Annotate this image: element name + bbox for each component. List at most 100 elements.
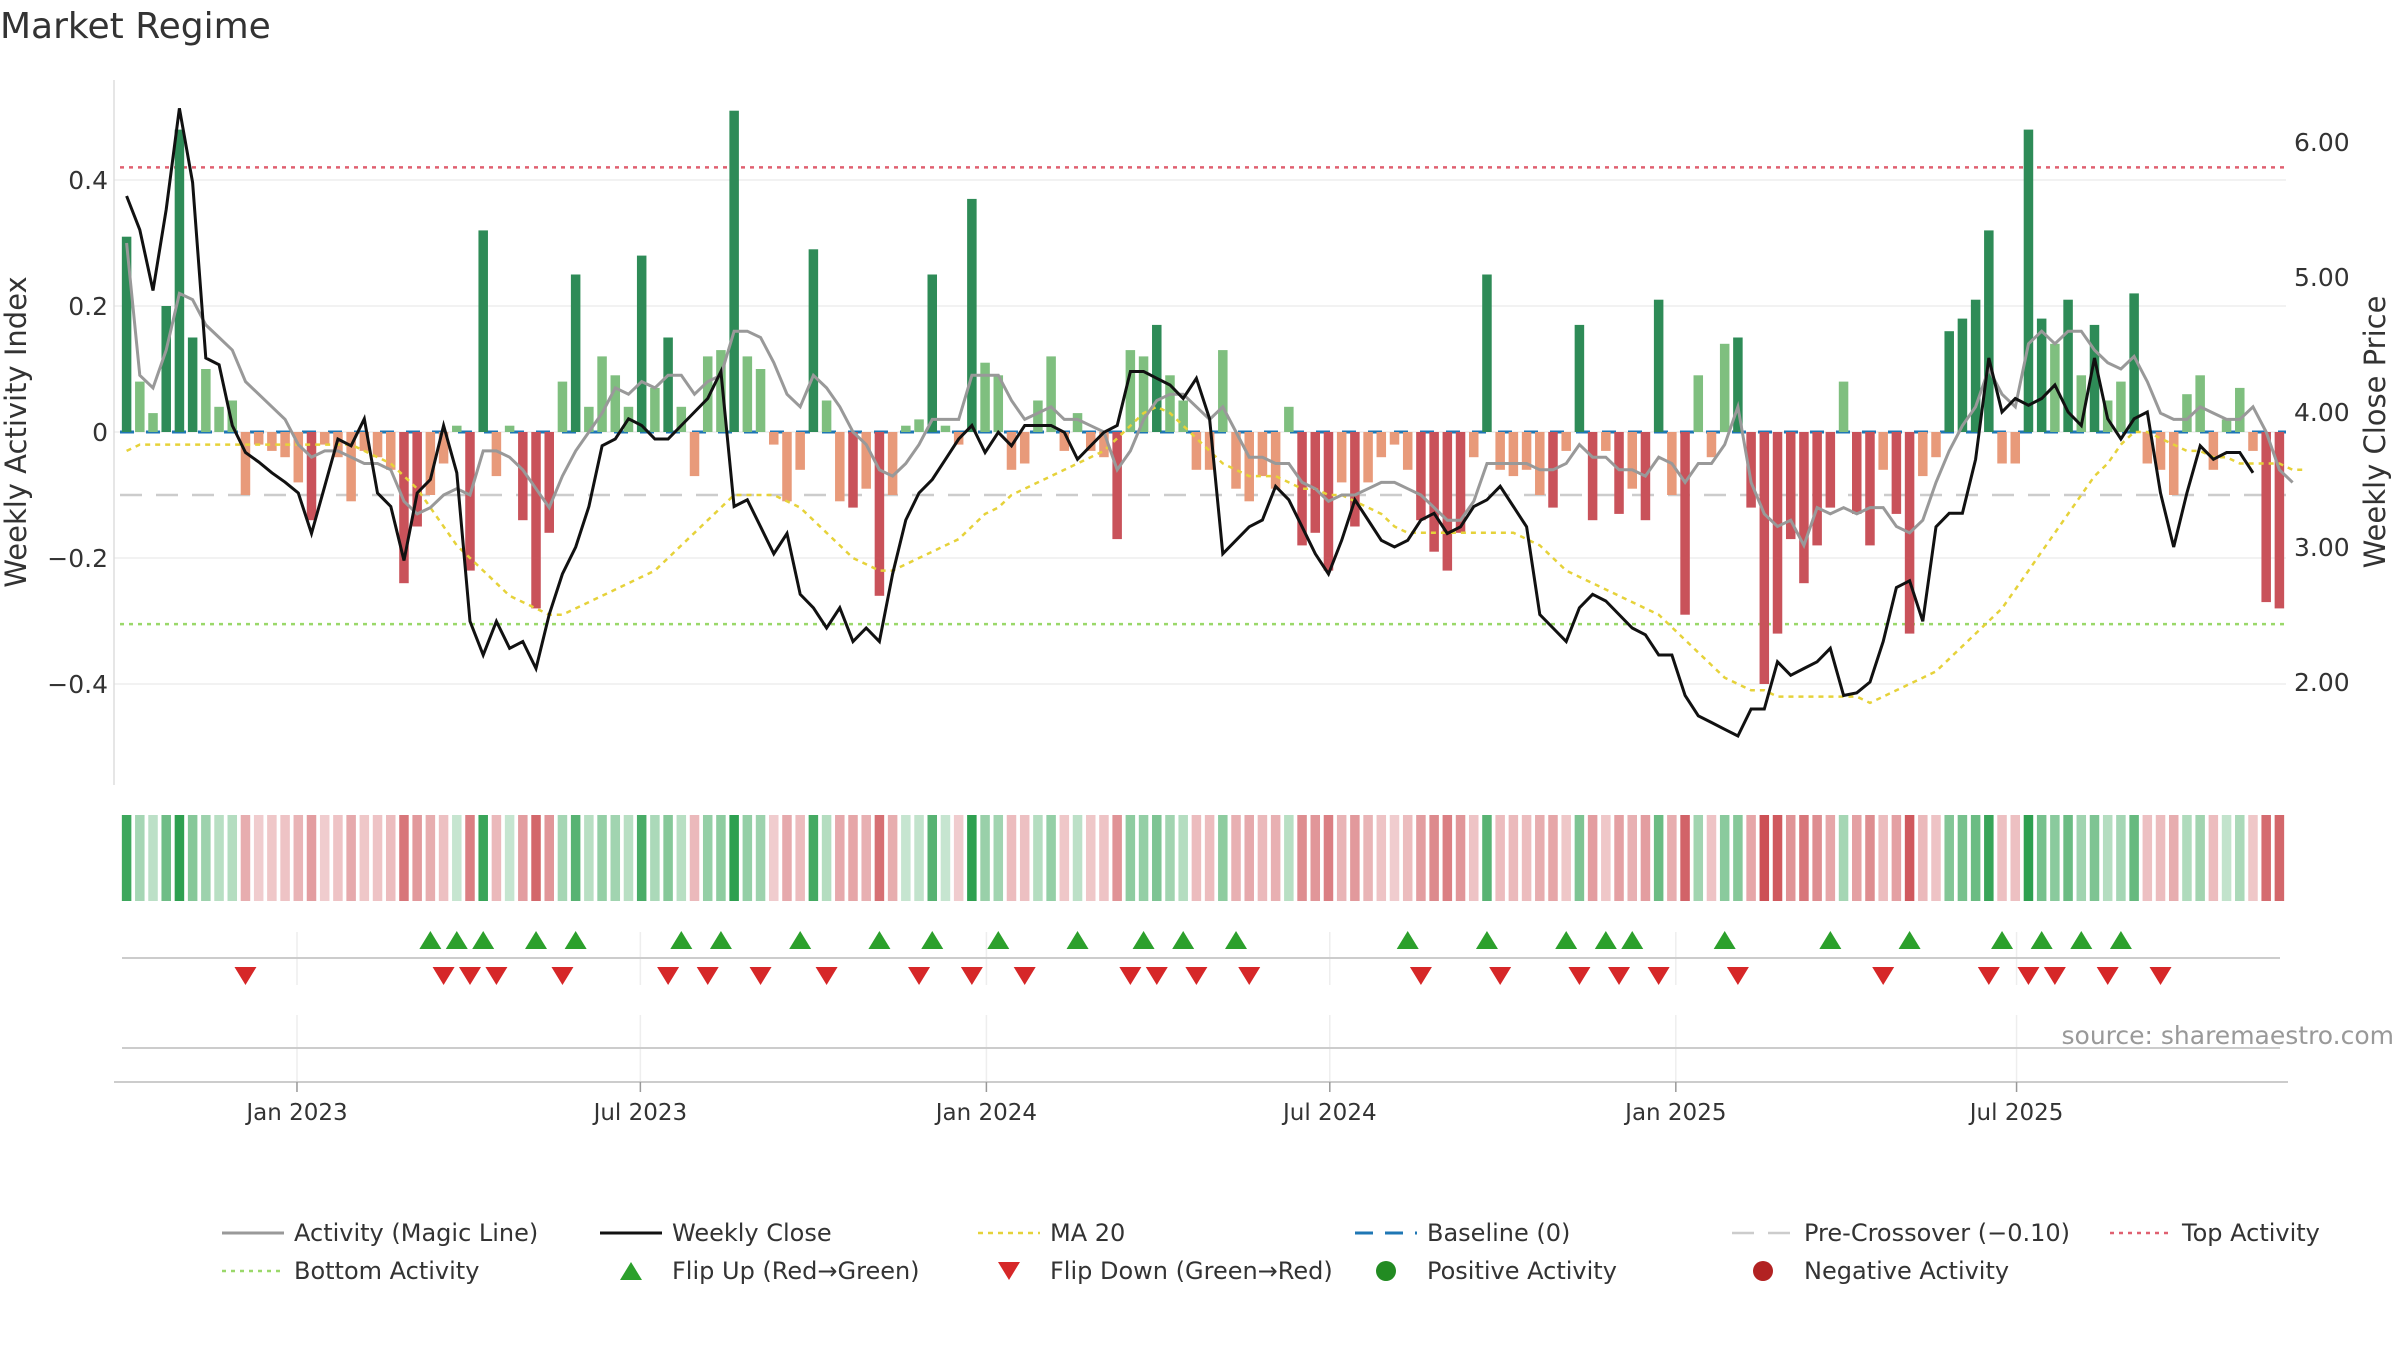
regime-cell [504, 815, 515, 901]
activity-bar [557, 381, 568, 432]
activity-bar [1204, 432, 1215, 470]
activity-bar [2023, 129, 2034, 432]
y2-tick-label: 4.00 [2294, 398, 2350, 427]
regime-cell [1680, 815, 1690, 901]
flip-markers [234, 931, 2172, 985]
regime-cell [1257, 815, 1268, 901]
activity-bar [2116, 381, 2126, 432]
regime-cell [2036, 815, 2047, 901]
series-lines [125, 108, 2306, 739]
regime-cell [1191, 815, 1202, 901]
activity-bar [1284, 406, 1294, 432]
activity-bar [1429, 432, 1439, 552]
flip-up-marker [868, 931, 891, 949]
regime-cell [808, 815, 819, 901]
activity-bar [1746, 432, 1756, 508]
flip-up-marker [472, 931, 495, 949]
regime-cell [412, 815, 422, 901]
activity-bar [2129, 293, 2139, 432]
regime-cell [1746, 815, 1756, 901]
activity-bar [491, 432, 502, 477]
regime-cell [623, 815, 634, 901]
activity-bar [2142, 432, 2153, 464]
regime-cell [967, 815, 977, 901]
regime-cell [1825, 815, 1836, 901]
flip-down-marker [2043, 967, 2066, 985]
regime-cell [584, 815, 594, 901]
regime-cell [1310, 815, 1321, 901]
activity-bar [861, 432, 871, 489]
activity-bar [1019, 432, 1030, 464]
weekly-close-line [125, 108, 2255, 739]
regime-cell [372, 815, 383, 901]
legend-label: Baseline (0) [1427, 1219, 1570, 1247]
regime-cell [333, 815, 343, 901]
regime-cell [2168, 815, 2179, 901]
activity-bar [742, 356, 753, 432]
flip-down-marker [2096, 967, 2119, 985]
activity-bar [782, 432, 792, 502]
regime-cell [1984, 815, 1994, 901]
activity-bar [1852, 432, 1862, 514]
regime-cell [1640, 815, 1651, 901]
activity-bar [1653, 299, 1664, 432]
regime-cell [1799, 815, 1809, 901]
activity-bar [2036, 318, 2047, 432]
regime-cell [2129, 815, 2139, 901]
regime-cell [174, 815, 185, 901]
activity-bar [1402, 432, 1413, 470]
activity-bar [1891, 432, 1902, 514]
main-plot: 0.4 0.2 0 −0.2 −0.4 6.00 5.00 4.00 3.00 2.00 Wee… [0, 80, 2392, 785]
regime-cell [1561, 815, 1571, 901]
flip-up-marker [419, 931, 442, 949]
activity-bar [280, 432, 290, 458]
regime-cell [610, 815, 621, 901]
flip-down-marker [234, 967, 257, 985]
activity-bar [1270, 432, 1281, 489]
activity-bar [2195, 375, 2205, 432]
regime-cell [1363, 815, 1373, 901]
flip-down-marker [458, 967, 481, 985]
activity-bar [1693, 375, 1704, 432]
legend-label: Positive Activity [1427, 1257, 1617, 1285]
flip-down-marker [1409, 967, 1432, 985]
activity-bar [319, 432, 330, 445]
regime-cell [636, 815, 647, 901]
x-tick-label: Jan 2025 [1623, 1100, 1726, 1126]
flip-down-marker [551, 967, 574, 985]
activity-bar [663, 337, 673, 432]
regime-cell [953, 815, 964, 901]
flip-down-marker [1872, 967, 1895, 985]
magic-line [125, 242, 2294, 550]
activity-bar [1046, 356, 1056, 432]
activity-bar [1138, 356, 1149, 432]
activity-bar [2168, 432, 2179, 495]
legend-label: Activity (Magic Line) [294, 1219, 538, 1247]
flip-up-marker [1066, 931, 1089, 949]
left-axis-ticks: 0.4 0.2 0 −0.2 −0.4 [47, 166, 108, 699]
regime-cell [940, 815, 951, 901]
legend-swatch [1376, 1261, 1396, 1281]
flip-up-marker [2109, 931, 2132, 949]
activity-bar [1231, 432, 1241, 489]
activity-bar [267, 432, 277, 451]
flip-up-marker [987, 931, 1010, 949]
x-tick-label: Jan 2024 [934, 1100, 1037, 1126]
regime-cell [1297, 815, 1307, 901]
activity-bar [1944, 331, 1954, 432]
activity-bar [1614, 432, 1624, 514]
flip-up-marker [1555, 931, 1578, 949]
activity-bar [385, 432, 396, 470]
activity-bar [901, 425, 911, 432]
date-axis-panel: Jan 2023 Jul 2023 Jan 2024 Jul 2024 Jan 2025… [114, 1015, 2394, 1126]
regime-cell [1891, 815, 1902, 901]
activity-bar [346, 432, 356, 502]
regime-cell [1046, 815, 1056, 901]
flip-up-marker [1898, 931, 1921, 949]
activity-bar [1997, 432, 2007, 464]
regime-cell [187, 815, 198, 901]
regime-cell [1429, 815, 1439, 901]
activity-bar [201, 369, 211, 432]
activity-bar [1759, 432, 1770, 684]
regime-cell [1931, 815, 1941, 901]
